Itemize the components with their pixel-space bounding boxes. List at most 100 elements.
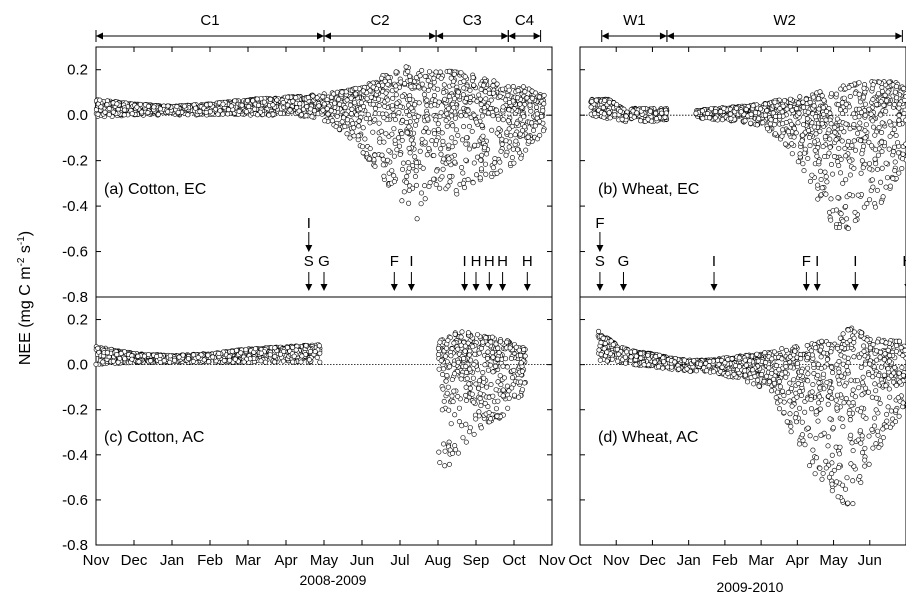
nee-point-c <box>95 345 101 351</box>
nee-point-c <box>471 399 477 405</box>
nee-point-b <box>816 159 822 165</box>
nee-point-c <box>307 348 313 354</box>
nee-point-b <box>876 125 882 131</box>
nee-point-a <box>407 150 413 156</box>
nee-point-c <box>451 361 457 367</box>
nee-point-a <box>336 126 342 132</box>
nee-point-a <box>310 93 316 99</box>
nee-point-a <box>481 82 487 88</box>
nee-point-a <box>444 123 450 129</box>
nee-point-c <box>456 419 462 425</box>
nee-point-c <box>461 355 467 361</box>
nee-point-a <box>425 129 431 135</box>
nee-point-a <box>406 112 412 118</box>
nee-point-a <box>453 188 459 194</box>
nee-point-b <box>847 94 853 100</box>
nee-point-a <box>510 146 516 152</box>
nee-point-c <box>453 447 459 453</box>
nee-point-a <box>376 103 382 109</box>
nee-point-a <box>417 73 423 79</box>
nee-point-b <box>756 116 762 122</box>
nee-point-b <box>823 117 829 123</box>
nee-point-a <box>424 102 430 108</box>
nee-point-c <box>458 376 464 382</box>
nee-point-a <box>207 101 213 107</box>
nee-point-a <box>473 172 479 178</box>
nee-point-b <box>862 128 868 134</box>
nee-point-c <box>201 357 207 363</box>
nee-point-c <box>146 352 152 358</box>
nee-point-a <box>483 96 489 102</box>
nee-point-a <box>458 70 464 76</box>
nee-point-a <box>395 135 401 141</box>
nee-point-b <box>612 112 618 118</box>
nee-point-a <box>422 73 428 79</box>
nee-point-b <box>742 118 748 124</box>
nee-point-a <box>419 136 425 142</box>
nee-point-a <box>425 116 431 122</box>
nee-point-b <box>822 154 828 160</box>
scatter-points <box>93 64 906 507</box>
nee-point-d <box>815 418 821 424</box>
nee-point-b <box>819 185 825 191</box>
nee-point-b <box>750 103 756 109</box>
nee-point-c <box>500 387 506 393</box>
nee-point-b <box>872 204 878 210</box>
nee-point-a <box>412 174 418 180</box>
x-left-tick-label: Jun <box>350 552 374 569</box>
nee-point-a <box>438 75 444 81</box>
nee-point-b <box>821 97 827 103</box>
nee-point-b <box>895 150 901 156</box>
nee-point-b <box>801 104 807 110</box>
nee-point-c <box>452 443 458 449</box>
nee-point-a <box>511 160 517 166</box>
nee-point-a <box>438 146 444 152</box>
nee-point-b <box>858 170 864 176</box>
nee-point-b <box>869 177 875 183</box>
y-bottom-tick-label: -0.4 <box>62 447 88 464</box>
nee-point-a <box>405 160 411 166</box>
nee-point-a <box>375 96 381 102</box>
nee-point-a <box>348 95 354 101</box>
nee-point-b <box>867 197 873 203</box>
nee-point-a <box>541 101 547 107</box>
nee-point-b <box>793 130 799 136</box>
nee-point-b <box>899 166 905 172</box>
nee-point-a <box>332 100 338 106</box>
nee-point-a <box>379 75 385 81</box>
nee-point-b <box>700 115 706 121</box>
nee-point-b <box>791 134 797 140</box>
nee-point-a <box>400 160 406 166</box>
nee-point-a <box>381 115 387 121</box>
nee-point-a <box>333 124 339 130</box>
nee-point-a <box>414 216 420 222</box>
nee-point-b <box>852 218 858 224</box>
nee-point-a <box>355 133 361 139</box>
nee-point-b <box>879 165 885 171</box>
nee-point-b <box>878 179 884 185</box>
nee-point-a <box>445 183 451 189</box>
nee-point-c <box>492 363 498 369</box>
nee-point-a <box>339 89 345 95</box>
nee-point-c <box>446 407 452 413</box>
nee-point-b <box>813 131 819 137</box>
nee-point-b <box>884 175 890 181</box>
nee-point-a <box>246 104 252 110</box>
nee-point-a <box>470 75 476 81</box>
nee-point-a <box>360 88 366 94</box>
nee-point-a <box>343 111 349 117</box>
nee-point-b <box>842 146 848 152</box>
nee-point-c <box>284 344 290 350</box>
nee-point-b <box>653 110 659 116</box>
nee-point-c <box>463 397 469 403</box>
nee-point-a <box>347 102 353 108</box>
nee-point-b <box>824 179 830 185</box>
nee-point-b <box>883 160 889 166</box>
nee-point-b <box>855 130 861 136</box>
nee-point-b <box>645 116 651 122</box>
nee-point-c <box>258 350 264 356</box>
nee-point-b <box>634 110 640 116</box>
nee-point-b <box>812 148 818 154</box>
nee-point-c <box>448 353 454 359</box>
nee-point-a <box>342 105 348 111</box>
